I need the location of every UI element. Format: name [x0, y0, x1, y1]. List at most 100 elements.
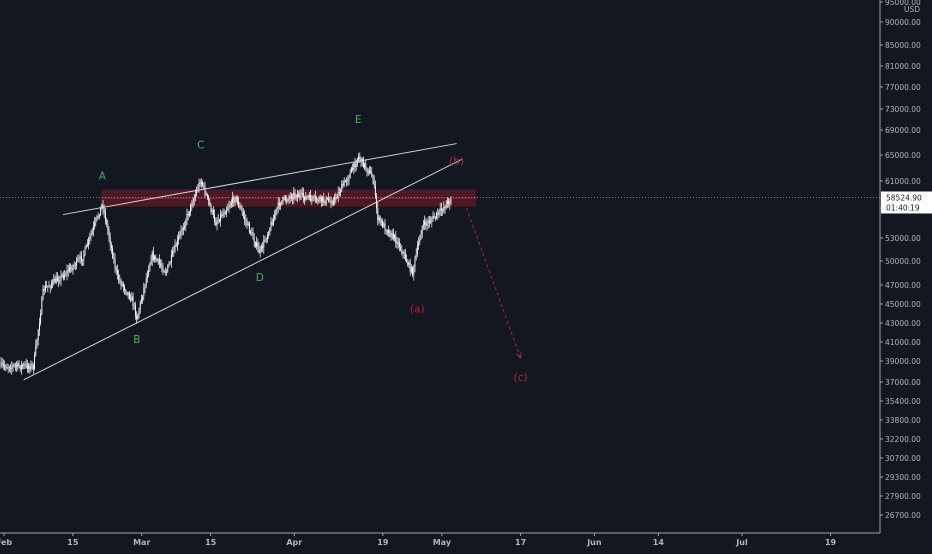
candle-body	[51, 284, 52, 288]
candle-body	[323, 197, 325, 202]
candle-body	[113, 257, 115, 260]
candle-body	[365, 163, 367, 169]
candle-body	[310, 195, 311, 201]
price-axis-label: 69000.00	[885, 126, 921, 135]
candle-body	[350, 168, 352, 173]
candle-body	[142, 296, 144, 300]
candle-body	[244, 215, 245, 220]
candle-body	[82, 260, 84, 262]
candle-body	[259, 249, 261, 253]
candle-body	[22, 365, 23, 367]
candle-body	[445, 203, 447, 208]
candle-body	[439, 208, 441, 211]
candle-body	[163, 271, 165, 273]
candle-body	[208, 196, 209, 202]
price-axis-label: 29300.00	[885, 473, 921, 482]
candle-body	[70, 267, 72, 269]
candle-body	[25, 364, 27, 366]
candle-body	[188, 212, 190, 216]
candle-body	[87, 244, 88, 246]
candle-body	[416, 245, 418, 255]
candle-body	[150, 260, 152, 265]
candle-body	[299, 194, 301, 197]
candle-body	[186, 213, 188, 221]
candle-body	[406, 259, 407, 262]
trendline-lower	[23, 158, 462, 381]
candle-body	[112, 247, 114, 258]
candle-body	[418, 242, 419, 246]
time-axis-background	[0, 533, 880, 550]
candle-body	[67, 270, 69, 272]
candle-body	[93, 226, 94, 231]
candle-body	[40, 314, 42, 324]
candle-body	[115, 267, 117, 270]
wave-label-c: C	[197, 140, 204, 152]
candle-body	[138, 309, 140, 315]
candle-body	[264, 240, 266, 242]
time-axis-label: 17	[515, 538, 526, 547]
candle-body	[443, 207, 445, 211]
candle-body	[276, 208, 278, 210]
candle-body	[232, 197, 233, 203]
candle-body	[278, 202, 280, 206]
candle-body	[180, 230, 182, 235]
candle-body	[147, 275, 148, 278]
candle-body	[154, 256, 155, 260]
candle-body	[41, 298, 43, 314]
candle-body	[131, 296, 133, 301]
candle-body	[403, 252, 405, 254]
candle-body	[164, 271, 166, 273]
candle-body	[7, 367, 9, 369]
candle-body	[380, 221, 382, 222]
candle-body	[396, 242, 398, 244]
candle-body	[10, 368, 12, 370]
candle-body	[136, 315, 138, 320]
price-axis-label: 33800.00	[885, 416, 921, 425]
candle-body	[192, 202, 194, 206]
candle-body	[224, 213, 226, 214]
candle-body	[111, 245, 112, 248]
time-axis-label: Jun	[586, 538, 602, 547]
candle-body	[79, 256, 81, 259]
candle-body	[449, 201, 451, 204]
candle-body	[324, 201, 326, 204]
candle-body	[289, 195, 291, 198]
candle-body	[202, 182, 203, 186]
candle-body	[220, 214, 221, 222]
candle-body	[288, 197, 290, 201]
candle-body	[114, 259, 116, 268]
candle-body	[383, 223, 385, 227]
time-axis-label: 14	[653, 538, 665, 547]
candle-body	[69, 267, 70, 272]
candle-body	[32, 365, 34, 369]
candle-body	[46, 286, 48, 288]
candle-body	[121, 284, 123, 286]
candle-body	[4, 365, 6, 367]
candle-body	[401, 249, 403, 254]
candle-body	[247, 223, 249, 225]
candle-body	[359, 156, 361, 160]
price-axis-label: 35400.00	[885, 397, 921, 406]
candle-body	[311, 198, 313, 201]
candle-body	[90, 234, 92, 237]
candle-body	[145, 277, 147, 286]
candle-body	[162, 267, 164, 272]
candle-body	[302, 193, 304, 198]
price-axis-label: 90000.00	[885, 18, 921, 27]
candle-body	[314, 196, 316, 198]
candle-body	[234, 200, 236, 203]
wave-label-c-corrective: (c)	[514, 372, 528, 384]
candle-body	[76, 259, 78, 266]
candle-body	[290, 195, 292, 199]
wave-label-b: B	[133, 334, 140, 346]
candle-body	[120, 280, 122, 286]
candle-body	[55, 277, 57, 283]
candle-body	[349, 172, 351, 178]
candle-body	[433, 215, 435, 218]
candle-body	[245, 219, 247, 221]
candle-body	[368, 170, 370, 174]
candle-body	[427, 220, 429, 224]
candle-body	[332, 200, 334, 205]
candle-body	[298, 194, 299, 197]
